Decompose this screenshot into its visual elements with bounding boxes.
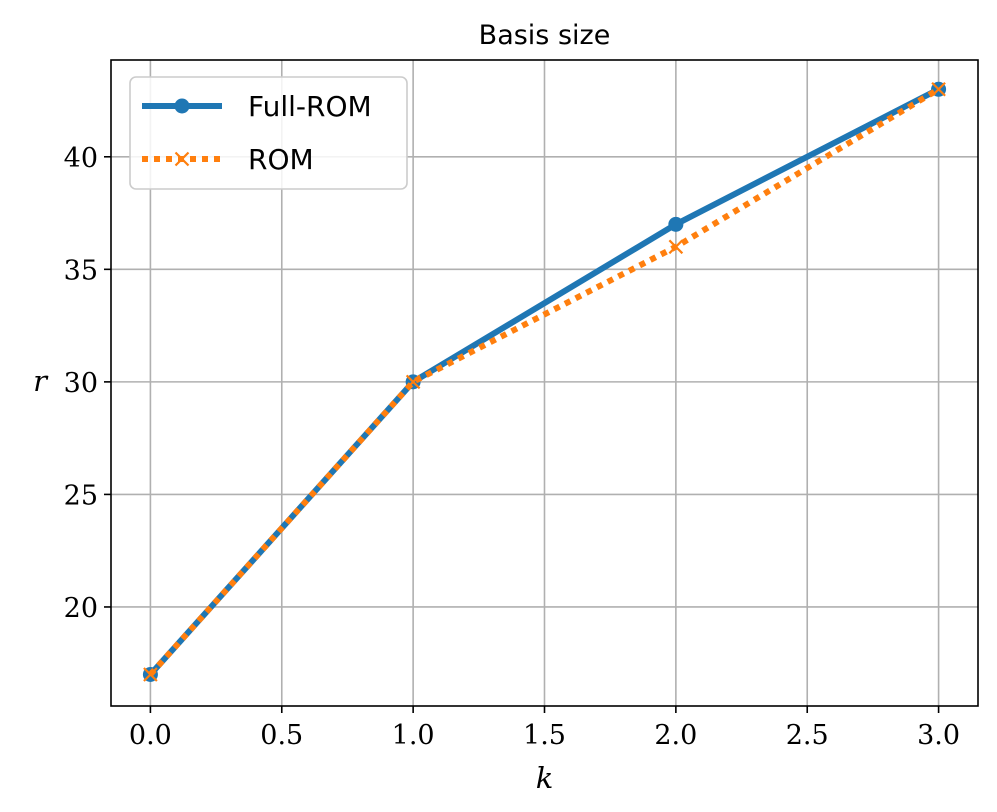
y-tick-label: 35 xyxy=(64,255,98,286)
data-point-marker xyxy=(668,239,684,255)
y-tick-label: 30 xyxy=(64,368,98,399)
legend-label: Full-ROM xyxy=(248,90,372,123)
y-tick-label: 40 xyxy=(64,143,98,174)
series-line xyxy=(148,86,941,677)
data-point-marker xyxy=(668,216,684,232)
ticks: 0.0 0.5 1.0 1.5 2.0 2.5 3.0 20 25 30 35 40 xyxy=(64,143,960,751)
series-rom xyxy=(143,81,946,682)
data-point-marker xyxy=(931,81,946,97)
x-tick-label: 2.0 xyxy=(654,720,697,751)
y-tick-label: 20 xyxy=(64,593,98,624)
legend: Full-ROM ROM xyxy=(129,76,408,190)
x-tick-label: 1.0 xyxy=(392,720,435,751)
data-point-marker xyxy=(143,667,158,682)
x-axis-label: k xyxy=(536,761,554,795)
legend-marker xyxy=(174,151,190,167)
legend-label: ROM xyxy=(248,143,314,176)
legend-marker xyxy=(174,98,190,114)
x-tick-label: 3.0 xyxy=(917,720,960,751)
y-tick-label: 25 xyxy=(64,480,98,511)
x-tick-label: 0.0 xyxy=(129,720,172,751)
x-tick-label: 2.5 xyxy=(786,720,829,751)
x-tick-label: 1.5 xyxy=(523,720,566,751)
x-tick-label: 0.5 xyxy=(260,720,303,751)
y-axis-label: r xyxy=(33,364,49,398)
chart-title: Basis size xyxy=(479,20,611,51)
data-point-marker xyxy=(405,374,421,390)
series-layer xyxy=(142,81,947,682)
